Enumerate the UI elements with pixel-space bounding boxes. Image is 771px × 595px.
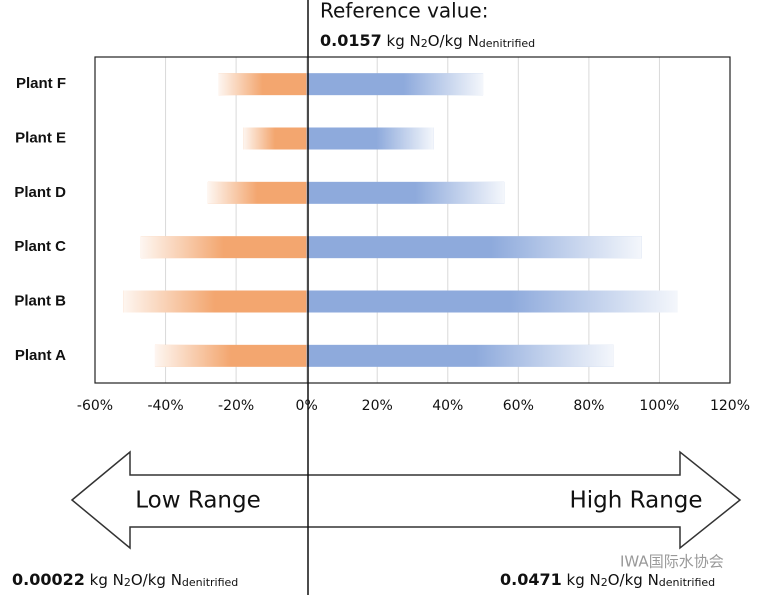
bar-fade (306, 73, 484, 96)
bar-fade (306, 290, 678, 313)
plot: -60% -40% -20% 0% 20% 40% 60% 80% 100% 120% Plant … (14, 57, 750, 414)
bar-fade (306, 127, 434, 150)
category-label: Plant B (14, 292, 66, 309)
unit: kg N (387, 32, 421, 50)
unit: kg N (90, 571, 124, 589)
category-label: Plant C (14, 238, 66, 255)
x-tick-label: 20% (362, 398, 393, 414)
value: 0.0157 (320, 31, 382, 50)
bar-fade (154, 344, 307, 367)
plot-frame (94, 56, 731, 384)
category-label: Plant A (15, 347, 66, 364)
bar-fade (306, 344, 614, 367)
reference-title: Reference value: (320, 0, 488, 23)
reference-value: 0.0157 kg N2O/kg Ndenitrified (320, 31, 535, 51)
x-tick-label: 100% (639, 398, 679, 414)
category-label: Plant D (14, 184, 66, 201)
bar-fade (306, 236, 642, 259)
x-tick-label: 120% (710, 398, 750, 414)
x-tick-label: -60% (77, 398, 113, 414)
watermark: IWA国际水协会 (620, 553, 724, 571)
bar-fade (218, 73, 307, 96)
bar-fade (140, 236, 307, 259)
bar-fade (306, 181, 505, 204)
x-tick-label: -20% (218, 398, 254, 414)
bar-fade (243, 127, 307, 150)
unit: kg N (567, 571, 601, 589)
unit: 2 (421, 37, 428, 50)
value: 0.00022 (12, 570, 85, 589)
x-tick-label: 60% (503, 398, 534, 414)
low-value: 0.00022 kg N2O/kg Ndenitrified (12, 570, 238, 590)
unit: 2 (601, 576, 608, 589)
value: 0.0471 (500, 570, 562, 589)
high-value: 0.0471 kg N2O/kg Ndenitrified (500, 570, 715, 590)
high-label: High Range (569, 488, 702, 514)
bar-fade (207, 181, 307, 204)
category-label: Plant E (15, 129, 66, 146)
x-tick-label: 80% (573, 398, 604, 414)
range-arrow (70, 450, 742, 550)
x-tick-label: 0% (296, 398, 318, 414)
unit: 2 (124, 576, 131, 589)
unit: O/kg N (428, 32, 479, 50)
unit: O/kg N (608, 571, 659, 589)
unit: denitrified (479, 37, 535, 50)
unit: denitrified (182, 576, 238, 589)
unit: O/kg N (131, 571, 182, 589)
unit: denitrified (659, 576, 715, 589)
low-label: Low Range (135, 488, 261, 514)
x-tick-label: -40% (147, 398, 183, 414)
x-tick-label: 40% (432, 398, 463, 414)
bar-fade (123, 290, 307, 313)
category-label: Plant F (16, 75, 66, 92)
